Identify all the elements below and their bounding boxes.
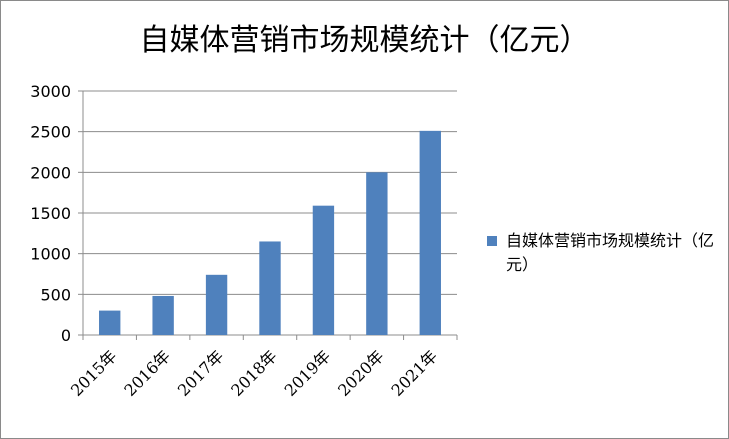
chart-title: 自媒体营销市场规模统计（亿元） — [139, 23, 590, 58]
bar — [259, 241, 281, 335]
y-tick-label: 1000 — [30, 245, 71, 264]
bar — [99, 310, 121, 335]
x-tick-label: 2015年 — [67, 346, 121, 400]
y-tick-label: 0 — [61, 326, 71, 345]
legend: 自媒体营销市场规模统计（亿元） — [486, 229, 716, 277]
bar — [205, 274, 228, 335]
x-tick-label: 2016年 — [120, 346, 174, 400]
x-tick-label: 2021年 — [388, 346, 442, 400]
x-tick-label: 2019年 — [281, 346, 335, 400]
y-tick-label: 1500 — [30, 204, 71, 223]
bar — [366, 172, 388, 335]
y-tick-label: 500 — [40, 285, 71, 304]
bar — [419, 130, 441, 335]
bar — [152, 295, 174, 335]
y-tick-label: 2000 — [30, 163, 71, 182]
bar — [312, 205, 335, 335]
legend-label: 自媒体营销市场规模统计（亿元） — [506, 231, 715, 274]
x-tick-label: 2017年 — [174, 346, 228, 400]
legend-swatch — [487, 236, 497, 246]
x-tick-label: 2020年 — [334, 346, 388, 400]
y-tick-label: 2500 — [30, 123, 71, 142]
x-tick-label: 2018年 — [227, 346, 281, 400]
y-tick-label: 3000 — [30, 82, 71, 101]
bars — [99, 130, 441, 335]
